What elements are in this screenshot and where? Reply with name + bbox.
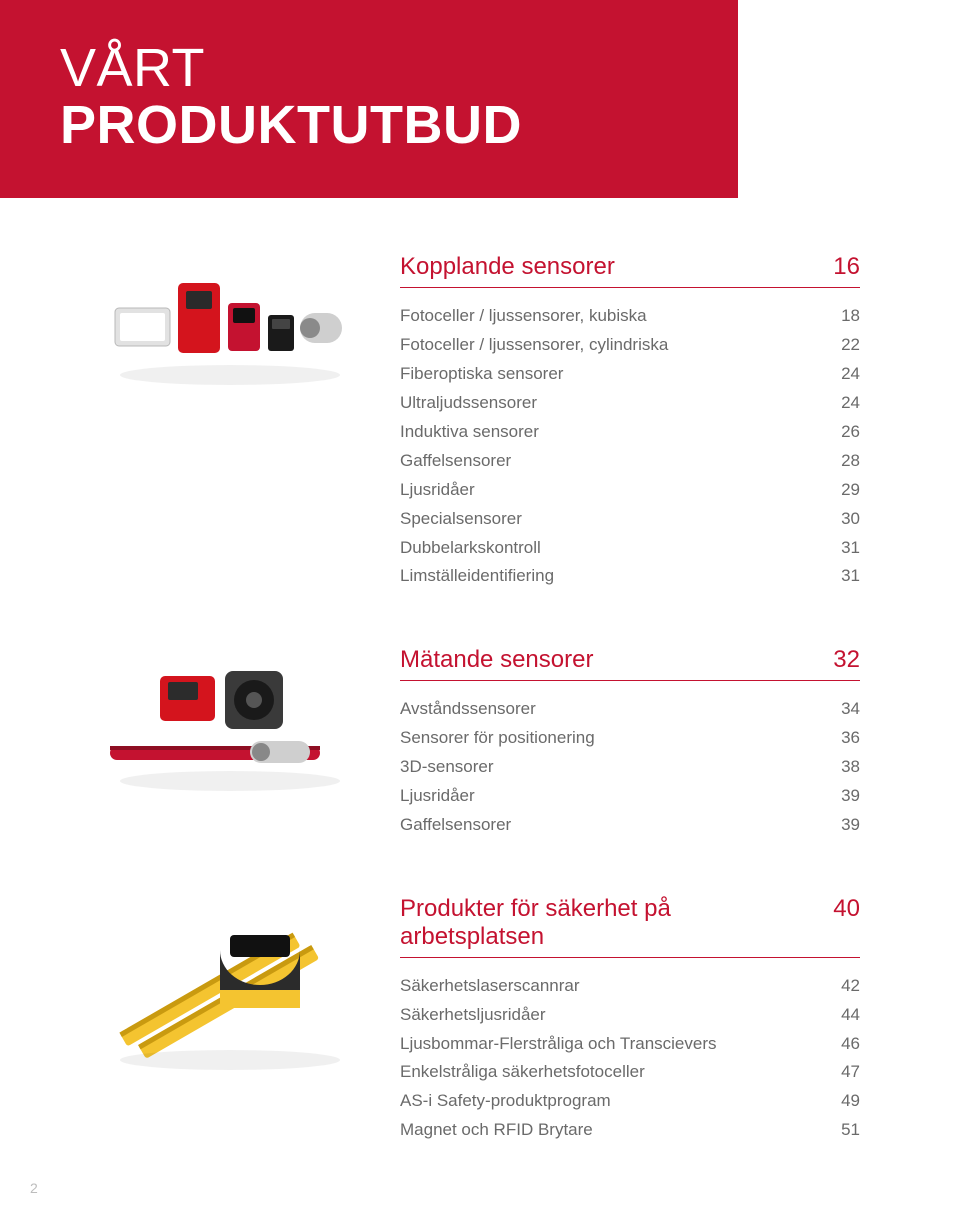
toc-page: 22 — [841, 331, 860, 360]
section-page: 40 — [833, 895, 860, 923]
toc-row: Säkerhetsljusridåer 44 — [400, 1001, 860, 1030]
toc-row: Fotoceller / ljussensorer, kubiska 18 — [400, 302, 860, 331]
toc-page: 18 — [841, 302, 860, 331]
toc-row: Säkerhetslaserscannrar 42 — [400, 972, 860, 1001]
toc-label: Limställeidentifiering — [400, 562, 554, 591]
safety-products-illustration-icon — [100, 895, 360, 1085]
section-page: 32 — [833, 646, 860, 674]
toc-row: Fiberoptiska sensorer 24 — [400, 360, 860, 389]
toc-label: 3D-sensorer — [400, 753, 494, 782]
toc-page: 46 — [841, 1030, 860, 1059]
toc-row: Ljusridåer 29 — [400, 476, 860, 505]
toc-page: 24 — [841, 360, 860, 389]
toc-page: 26 — [841, 418, 860, 447]
section-thumbnail — [60, 253, 400, 403]
toc-page: 44 — [841, 1001, 860, 1030]
toc-label: Fotoceller / ljussensorer, kubiska — [400, 302, 647, 331]
toc-label: Fotoceller / ljussensorer, cylindriska — [400, 331, 668, 360]
toc-label: Induktiva sensorer — [400, 418, 539, 447]
toc-row: Fotoceller / ljussensorer, cylindriska 22 — [400, 331, 860, 360]
toc-row: Enkelstråliga säkerhetsfotoceller 47 — [400, 1058, 860, 1087]
toc-row: Ultraljudssensorer 24 — [400, 389, 860, 418]
toc-page: 39 — [841, 811, 860, 840]
section-listing: Produkter för säkerhet på arbetsplatsen … — [400, 895, 900, 1145]
toc-label: Ljusridåer — [400, 782, 475, 811]
toc-page: 49 — [841, 1087, 860, 1116]
content-area: Kopplande sensorer 16 Fotoceller / ljuss… — [0, 198, 960, 1145]
toc-page: 38 — [841, 753, 860, 782]
toc-label: Enkelstråliga säkerhetsfotoceller — [400, 1058, 645, 1087]
page-number: 2 — [30, 1180, 38, 1196]
toc-page: 36 — [841, 724, 860, 753]
toc-page: 39 — [841, 782, 860, 811]
section-title-row: Produkter för säkerhet på arbetsplatsen … — [400, 895, 860, 958]
toc-page: 28 — [841, 447, 860, 476]
toc-page: 31 — [841, 534, 860, 563]
toc-page: 31 — [841, 562, 860, 591]
toc-row: Ljusbommar-Flerstråliga och Transcievers… — [400, 1030, 860, 1059]
toc-row: 3D-sensorer 38 — [400, 753, 860, 782]
section-title: Produkter för säkerhet på arbetsplatsen — [400, 895, 768, 951]
toc-row: Specialsensorer 30 — [400, 505, 860, 534]
toc-label: Ljusridåer — [400, 476, 475, 505]
section-title: Kopplande sensorer — [400, 253, 615, 281]
toc-section: Mätande sensorer 32 Avståndssensorer 34 S… — [60, 646, 900, 839]
toc-row: Induktiva sensorer 26 — [400, 418, 860, 447]
header-band: VÅRT PRODUKTUTBUD — [0, 0, 738, 198]
toc-page: 24 — [841, 389, 860, 418]
toc-page: 30 — [841, 505, 860, 534]
sensors-illustration-icon — [100, 253, 360, 403]
title-line1: VÅRT — [60, 38, 205, 98]
toc-label: Ljusbommar-Flerstråliga och Transcievers — [400, 1030, 717, 1059]
toc-label: Säkerhetsljusridåer — [400, 1001, 546, 1030]
toc-row: Dubbelarkskontroll 31 — [400, 534, 860, 563]
toc-label: Fiberoptiska sensorer — [400, 360, 563, 389]
toc-label: Ultraljudssensorer — [400, 389, 537, 418]
section-listing: Kopplande sensorer 16 Fotoceller / ljuss… — [400, 253, 900, 591]
toc-page: 42 — [841, 972, 860, 1001]
toc-row: Avståndssensorer 34 — [400, 695, 860, 724]
section-thumbnail — [60, 646, 400, 806]
toc-label: Specialsensorer — [400, 505, 522, 534]
title-line2: PRODUKTUTBUD — [60, 95, 522, 155]
measuring-sensors-illustration-icon — [100, 646, 360, 806]
toc-row: Gaffelsensorer 28 — [400, 447, 860, 476]
toc-label: AS-i Safety-produktprogram — [400, 1087, 611, 1116]
toc-label: Dubbelarkskontroll — [400, 534, 541, 563]
section-title: Mätande sensorer — [400, 646, 593, 674]
toc-row: Ljusridåer 39 — [400, 782, 860, 811]
toc-row: Limställeidentifiering 31 — [400, 562, 860, 591]
toc-row: Sensorer för positionering 36 — [400, 724, 860, 753]
toc-section: Produkter för säkerhet på arbetsplatsen … — [60, 895, 900, 1145]
toc-page: 34 — [841, 695, 860, 724]
toc-label: Avståndssensorer — [400, 695, 536, 724]
toc-page: 47 — [841, 1058, 860, 1087]
section-title-row: Mätande sensorer 32 — [400, 646, 860, 681]
page-title: VÅRT PRODUKTUTBUD — [60, 40, 678, 153]
toc-row: Gaffelsensorer 39 — [400, 811, 860, 840]
toc-row: Magnet och RFID Brytare 51 — [400, 1116, 860, 1145]
toc-label: Sensorer för positionering — [400, 724, 595, 753]
section-page: 16 — [833, 253, 860, 281]
toc-page: 51 — [841, 1116, 860, 1145]
toc-label: Säkerhetslaserscannrar — [400, 972, 580, 1001]
section-listing: Mätande sensorer 32 Avståndssensorer 34 S… — [400, 646, 900, 839]
toc-label: Gaffelsensorer — [400, 811, 511, 840]
toc-label: Magnet och RFID Brytare — [400, 1116, 593, 1145]
toc-page: 29 — [841, 476, 860, 505]
toc-label: Gaffelsensorer — [400, 447, 511, 476]
toc-section: Kopplande sensorer 16 Fotoceller / ljuss… — [60, 253, 900, 591]
section-title-row: Kopplande sensorer 16 — [400, 253, 860, 288]
section-thumbnail — [60, 895, 400, 1085]
toc-row: AS-i Safety-produktprogram 49 — [400, 1087, 860, 1116]
